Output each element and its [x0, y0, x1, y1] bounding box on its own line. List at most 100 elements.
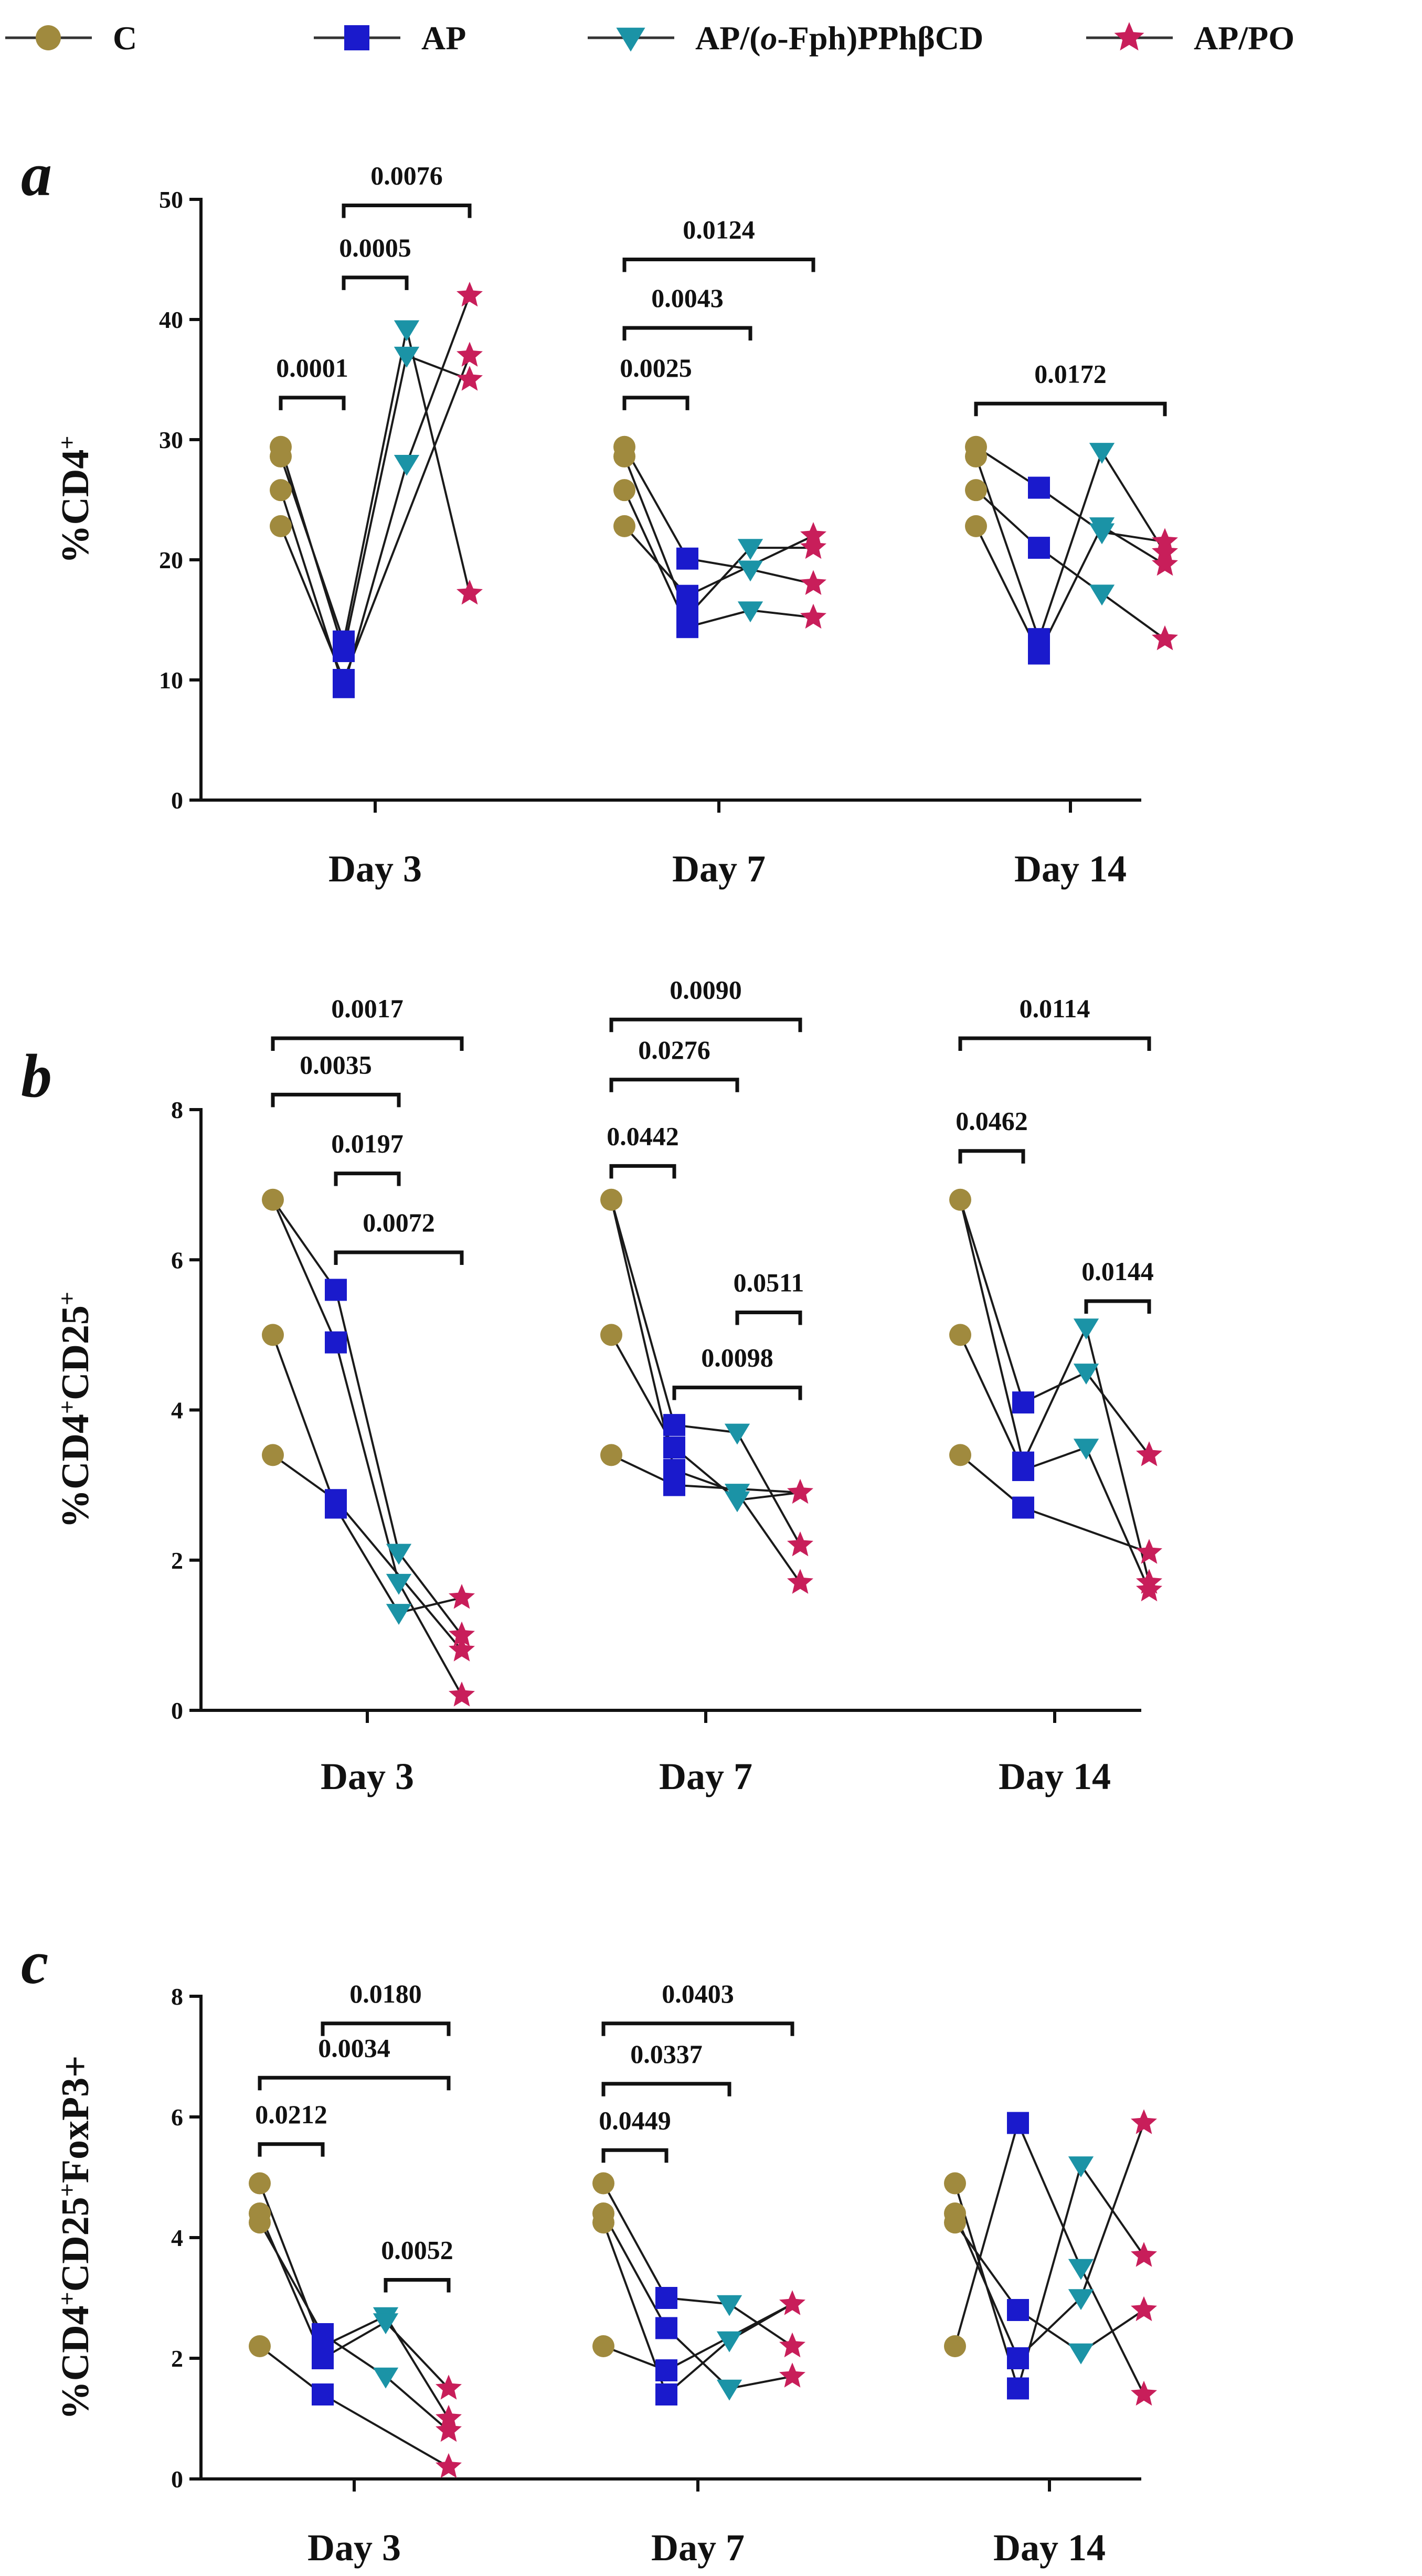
point-c-day-14-ap-2	[1007, 2347, 1029, 2369]
point-a-day-7-ap-1	[676, 584, 698, 607]
point-c-day-3-c-2	[249, 2211, 271, 2234]
point-c-day-7-c-3	[592, 2335, 614, 2357]
point-a-day-14-ap-3	[1028, 642, 1050, 665]
bracket-c-0-0	[321, 2021, 451, 2036]
group-c-day-7: Day 7 0.0403 0.0337 0.0449	[592, 1979, 805, 2569]
pair-line-c-1-3	[603, 2303, 793, 2372]
point-b-day-3-c-0	[262, 1188, 284, 1211]
bracket-a-0-0	[279, 396, 346, 410]
p-value-a-0-0: 0.0001	[276, 353, 348, 382]
p-value-b-0-3: 0.0072	[363, 1208, 435, 1237]
point-a-day-7-c-3	[613, 515, 635, 537]
point-c-day-7-ap-0	[655, 2287, 677, 2309]
pair-line-b-0-1	[272, 1199, 463, 1696]
point-c-day-7-ap-o-fph-pph-cd-0	[716, 2295, 742, 2316]
p-value-b-1-2: 0.0442	[607, 1121, 679, 1151]
point-a-day-3-ap-o-fph-pph-cd-0	[394, 320, 420, 342]
point-c-day-3-ap-o-fph-pph-cd-1	[373, 2313, 399, 2335]
legend-marker-ap	[344, 25, 369, 50]
point-c-day-14-ap-po-0	[1131, 2109, 1157, 2134]
y-tick-label-c-6: 6	[171, 2104, 183, 2131]
pair-line-b-0-2	[272, 1334, 462, 1614]
bracket-b-2-0	[958, 1036, 1151, 1051]
point-a-day-3-c-3	[270, 515, 292, 537]
y-axis-label-c: %CD4+CD25+FoxP3+	[54, 2056, 98, 2420]
point-c-day-7-ap-po-0	[779, 2290, 805, 2315]
point-c-day-14-ap-o-fph-pph-cd-3	[1068, 2343, 1094, 2365]
point-c-day-7-ap-po-1	[779, 2332, 805, 2358]
point-c-day-14-ap-3	[1007, 2377, 1029, 2400]
point-c-day-14-ap-o-fph-pph-cd-1	[1068, 2259, 1094, 2280]
point-b-day-14-ap-2	[1012, 1459, 1034, 1481]
y-tick-label-b-0: 0	[171, 1697, 183, 1724]
pair-line-c-0-1	[259, 2213, 450, 2389]
pair-line-a-1-1	[623, 456, 813, 619]
point-a-day-3-ap-1	[333, 640, 355, 663]
pair-line-c-0-2	[259, 2222, 450, 2432]
point-c-day-3-c-3	[249, 2335, 271, 2357]
bracket-b-0-0	[271, 1036, 464, 1051]
y-tick-label-b-2: 2	[171, 1547, 183, 1574]
bracket-b-1-2	[609, 1164, 676, 1179]
p-value-a-1-1: 0.0043	[651, 283, 724, 313]
group-c-day-3: Day 3 0.0180 0.0034 0.0212 0.0052	[249, 1979, 462, 2569]
pair-line-b-2-1	[959, 1199, 1150, 1583]
legend: C AP AP/(o-Fph)PPhβCD AP/PO	[5, 19, 1294, 57]
pair-line-a-0-3	[280, 355, 471, 683]
point-c-day-3-ap-po-3	[436, 2453, 462, 2478]
point-c-day-7-ap-2	[655, 2359, 677, 2381]
point-a-day-7-ap-o-fph-pph-cd-2	[737, 601, 763, 623]
point-c-day-3-ap-po-2	[436, 2417, 462, 2442]
point-b-day-3-ap-0	[325, 1279, 347, 1301]
point-a-day-3-ap-po-3	[457, 579, 483, 605]
point-b-day-7-ap-0	[663, 1414, 685, 1436]
bracket-a-1-0	[622, 396, 689, 410]
x-tick-label-c-day-3: Day 3	[307, 2527, 401, 2569]
point-b-day-14-ap-o-fph-pph-cd-2	[1073, 1439, 1099, 1460]
point-c-day-3-ap-o-fph-pph-cd-2	[373, 2367, 399, 2389]
p-value-c-1-0: 0.0403	[662, 1979, 734, 2008]
pair-line-a-1-3	[623, 525, 814, 598]
legend-label-ap: AP	[421, 19, 466, 57]
point-c-day-14-ap-o-fph-pph-cd-2	[1068, 2289, 1094, 2311]
point-c-day-14-ap-o-fph-pph-cd-0	[1068, 2156, 1094, 2178]
group-a-day-3: Day 3 0.0001 0.0005 0.0076	[270, 161, 483, 890]
panel-a: a %CD4+ 0 10 20 30 40 50 Day 3 0.0001 0.0005 0.0076…	[21, 140, 1178, 890]
pair-line-c-2-1	[954, 2122, 1145, 2360]
point-a-day-7-c-2	[613, 479, 635, 502]
p-value-a-1-0: 0.0025	[620, 353, 692, 382]
p-value-a-1-2: 0.0124	[683, 215, 755, 244]
point-c-day-14-ap-0	[1007, 2112, 1029, 2134]
point-c-day-14-c-2	[944, 2211, 966, 2234]
pair-line-a-0-1	[280, 328, 471, 646]
bracket-c-0-3	[384, 2278, 451, 2293]
point-c-day-3-ap-2	[312, 2347, 334, 2369]
point-c-day-3-ap-po-0	[436, 2375, 462, 2400]
point-c-day-14-c-0	[944, 2172, 966, 2195]
legend-marker-c	[36, 25, 61, 50]
p-value-b-2-1: 0.0462	[956, 1106, 1028, 1136]
point-b-day-7-ap-po-1	[787, 1531, 813, 1557]
x-tick-label-c-day-14: Day 14	[993, 2527, 1106, 2569]
bracket-a-0-1	[342, 275, 409, 290]
legend-label-c: C	[113, 19, 137, 57]
pair-line-b-0-0	[272, 1199, 463, 1636]
point-a-day-14-ap-0	[1028, 476, 1050, 499]
point-b-day-3-ap-po-3	[449, 1681, 475, 1707]
pair-line-a-2-0	[975, 446, 1165, 543]
p-value-a-2-0: 0.0172	[1034, 359, 1107, 388]
point-a-day-3-ap-po-2	[457, 366, 483, 391]
point-b-day-7-ap-po-2	[787, 1569, 813, 1594]
point-b-day-7-ap-po-0	[787, 1478, 813, 1504]
pair-line-a-2-3	[975, 525, 1166, 656]
point-b-day-14-ap-3	[1012, 1496, 1034, 1519]
point-a-day-7-c-1	[613, 445, 635, 468]
y-tick-label-a-40: 40	[159, 306, 183, 333]
pair-line-b-0-3	[272, 1454, 463, 1651]
point-a-day-3-ap-3	[333, 676, 355, 698]
pair-line-a-2-1	[975, 449, 1166, 643]
point-c-day-3-c-0	[249, 2172, 271, 2195]
bracket-c-1-1	[601, 2082, 731, 2096]
bracket-b-1-4	[672, 1386, 802, 1400]
p-value-a-0-2: 0.0076	[370, 161, 443, 190]
